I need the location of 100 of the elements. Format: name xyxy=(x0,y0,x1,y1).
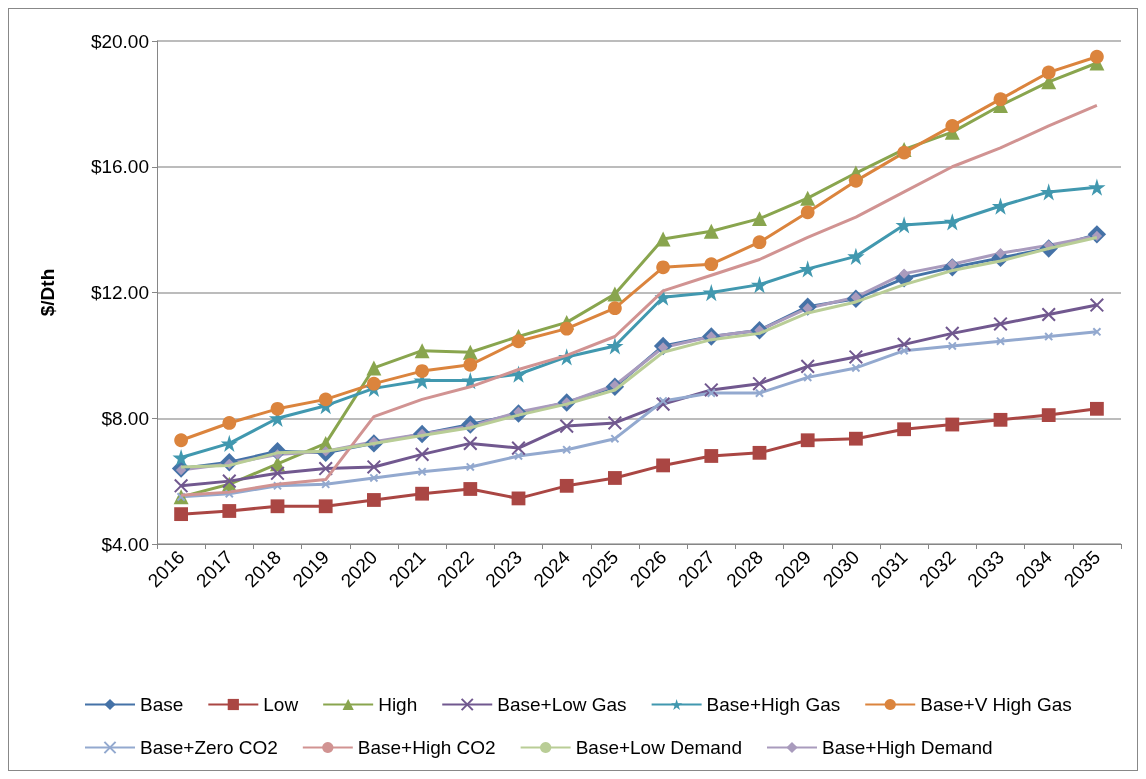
point xyxy=(1088,178,1106,196)
point xyxy=(608,471,622,485)
point xyxy=(1041,408,1056,423)
point xyxy=(414,343,430,359)
point xyxy=(851,363,861,373)
y-axis-title: $/Dth xyxy=(37,268,58,317)
point xyxy=(414,447,430,462)
point xyxy=(513,451,524,461)
point xyxy=(754,388,765,398)
point xyxy=(1089,297,1105,313)
point xyxy=(945,118,960,133)
point xyxy=(607,286,623,302)
point xyxy=(703,223,719,239)
point xyxy=(655,396,671,412)
point xyxy=(655,231,671,247)
point xyxy=(1090,49,1104,64)
point xyxy=(656,458,670,473)
point xyxy=(462,436,478,451)
point xyxy=(367,493,381,507)
point xyxy=(703,382,719,398)
point xyxy=(367,376,381,391)
point xyxy=(800,433,815,448)
point xyxy=(272,481,283,491)
point xyxy=(318,392,333,407)
point xyxy=(321,479,331,489)
point xyxy=(465,462,475,472)
point xyxy=(656,260,670,275)
point xyxy=(803,372,813,382)
point xyxy=(1090,401,1104,416)
point xyxy=(220,434,238,453)
point xyxy=(993,92,1008,107)
point xyxy=(222,504,237,518)
y-tick-label: $20.00 xyxy=(90,30,149,52)
point xyxy=(945,417,960,432)
legend-label: Base xyxy=(140,694,184,715)
point xyxy=(415,486,429,501)
point xyxy=(511,334,526,349)
point xyxy=(799,260,817,278)
legend-label: Base+High Demand xyxy=(821,737,993,758)
y-tick-label: $12.00 xyxy=(90,282,149,303)
point xyxy=(463,482,478,496)
point xyxy=(895,216,913,234)
legend-label: Low xyxy=(263,694,299,715)
point xyxy=(270,465,285,481)
point xyxy=(270,499,285,514)
point xyxy=(222,416,237,430)
point xyxy=(173,478,189,494)
point xyxy=(559,321,574,336)
point xyxy=(704,449,719,463)
point xyxy=(849,431,863,446)
point xyxy=(417,467,427,477)
legend-label: Base+Low Gas xyxy=(497,694,627,715)
y-tick-label: $16.00 xyxy=(90,156,149,178)
point xyxy=(899,346,909,356)
point xyxy=(943,213,961,231)
point xyxy=(559,478,574,493)
point xyxy=(318,499,333,514)
point xyxy=(608,301,622,316)
y-tick-label: $8.00 xyxy=(101,407,149,429)
point xyxy=(991,197,1010,215)
point xyxy=(752,376,767,391)
point xyxy=(993,316,1008,332)
point xyxy=(415,364,429,378)
point xyxy=(318,461,334,476)
legend-label: Base+High Gas xyxy=(706,694,841,715)
point xyxy=(947,341,957,351)
point xyxy=(366,360,382,376)
point xyxy=(800,205,815,220)
legend-label: Base+Zero CO2 xyxy=(140,737,278,758)
point xyxy=(610,434,620,444)
point xyxy=(800,190,816,206)
point xyxy=(224,489,234,499)
point xyxy=(511,440,526,456)
legend-label: High xyxy=(378,694,418,715)
legend-label: Base+V High Gas xyxy=(920,694,1072,715)
point xyxy=(752,211,767,227)
point xyxy=(1041,65,1056,80)
point xyxy=(847,247,865,265)
point xyxy=(944,326,960,341)
point xyxy=(369,473,379,483)
legend-label: Base+High CO2 xyxy=(357,737,496,758)
point xyxy=(750,276,769,294)
point xyxy=(800,359,816,374)
point xyxy=(704,257,719,272)
point xyxy=(607,415,623,431)
point xyxy=(559,418,575,434)
point xyxy=(752,235,767,250)
point xyxy=(897,422,911,437)
point xyxy=(896,337,912,352)
point xyxy=(995,336,1006,346)
point xyxy=(848,349,864,365)
point xyxy=(1041,307,1057,322)
point xyxy=(752,445,767,460)
point xyxy=(706,388,716,398)
point xyxy=(463,357,478,372)
point xyxy=(606,337,624,355)
point xyxy=(1092,327,1102,337)
point xyxy=(174,433,188,448)
y-tick-label: $4.00 xyxy=(101,533,149,555)
point xyxy=(172,448,190,467)
